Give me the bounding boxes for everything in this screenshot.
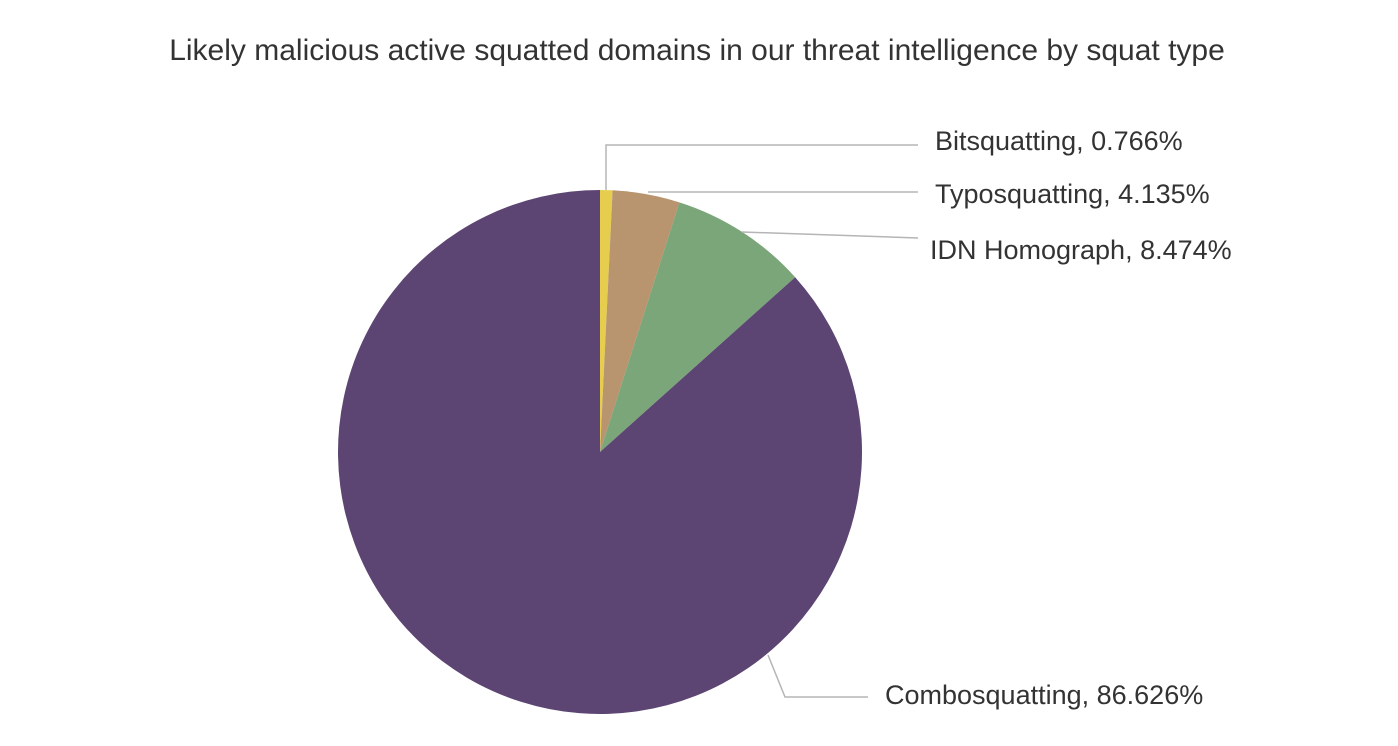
slice-label: Combosquatting, 86.626% bbox=[885, 680, 1203, 710]
pie-slice bbox=[338, 190, 863, 715]
slice-label: IDN Homograph, 8.474% bbox=[930, 235, 1232, 265]
leader-line bbox=[741, 231, 919, 239]
pie-slice bbox=[600, 202, 796, 452]
slice-label: Typosquatting, 4.135% bbox=[935, 179, 1210, 209]
pie-slice bbox=[600, 190, 613, 452]
chart-title: Likely malicious active squatted domains… bbox=[169, 34, 1225, 67]
pie-slice bbox=[600, 190, 680, 452]
leader-line bbox=[605, 144, 918, 190]
leader-line bbox=[767, 654, 868, 698]
slice-label: Bitsquatting, 0.766% bbox=[935, 126, 1183, 156]
